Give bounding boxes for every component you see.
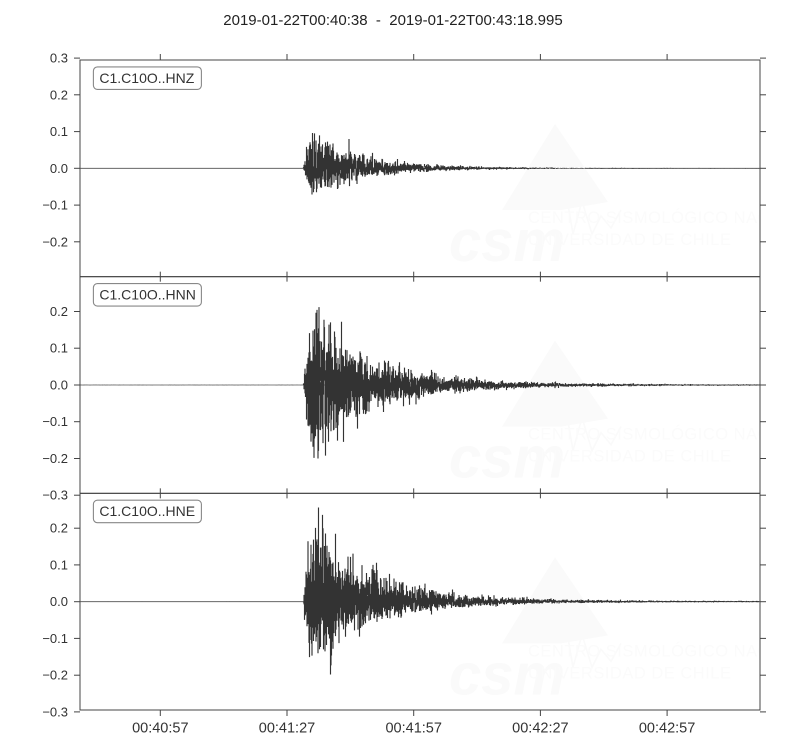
svg-text:UNIVERSIDAD DE CHILE: UNIVERSIDAD DE CHILE bbox=[528, 231, 731, 249]
svg-text:00:42:57: 00:42:57 bbox=[639, 721, 695, 737]
svg-text:0.0: 0.0 bbox=[50, 594, 68, 609]
svg-text:0.2: 0.2 bbox=[50, 87, 68, 102]
svg-text:00:41:27: 00:41:27 bbox=[259, 721, 315, 737]
svg-text:CENTRO SISMOLÓGICO NACIONAL: CENTRO SISMOLÓGICO NACIONAL bbox=[528, 641, 800, 660]
svg-text:CENTRO SISMOLÓGICO NACIONAL: CENTRO SISMOLÓGICO NACIONAL bbox=[528, 425, 800, 444]
svg-text:−0.3: −0.3 bbox=[42, 488, 68, 503]
svg-text:−0.2: −0.2 bbox=[42, 234, 68, 249]
svg-text:0.2: 0.2 bbox=[50, 521, 68, 536]
svg-text:0.0: 0.0 bbox=[50, 161, 68, 176]
svg-text:−0.1: −0.1 bbox=[42, 414, 68, 429]
svg-text:2019-01-22T00:40:38 - 2019-0: 2019-01-22T00:40:38 - 2019-01-22T00:43:1… bbox=[223, 12, 562, 29]
svg-text:C1.C10O..HNE: C1.C10O..HNE bbox=[99, 503, 195, 519]
svg-text:CENTRO SISMOLÓGICO NACIONAL: CENTRO SISMOLÓGICO NACIONAL bbox=[528, 208, 800, 227]
svg-text:0.1: 0.1 bbox=[50, 341, 68, 356]
svg-text:−0.2: −0.2 bbox=[42, 451, 68, 466]
svg-text:00:41:57: 00:41:57 bbox=[385, 721, 441, 737]
svg-text:0.2: 0.2 bbox=[50, 304, 68, 319]
svg-text:UNIVERSIDAD DE CHILE: UNIVERSIDAD DE CHILE bbox=[528, 664, 731, 682]
svg-text:C1.C10O..HNZ: C1.C10O..HNZ bbox=[99, 70, 194, 86]
svg-text:UNIVERSIDAD DE CHILE: UNIVERSIDAD DE CHILE bbox=[528, 448, 731, 466]
svg-text:0.3: 0.3 bbox=[50, 51, 68, 66]
svg-text:−0.3: −0.3 bbox=[42, 704, 68, 719]
svg-text:−0.1: −0.1 bbox=[42, 198, 68, 213]
svg-text:0.1: 0.1 bbox=[50, 557, 68, 572]
svg-text:00:40:57: 00:40:57 bbox=[132, 721, 188, 737]
svg-text:00:42:27: 00:42:27 bbox=[512, 721, 568, 737]
svg-text:0.1: 0.1 bbox=[50, 124, 68, 139]
svg-text:−0.2: −0.2 bbox=[42, 668, 68, 683]
svg-text:0.0: 0.0 bbox=[50, 378, 68, 393]
svg-text:−0.1: −0.1 bbox=[42, 631, 68, 646]
svg-text:C1.C10O..HNN: C1.C10O..HNN bbox=[99, 287, 195, 303]
